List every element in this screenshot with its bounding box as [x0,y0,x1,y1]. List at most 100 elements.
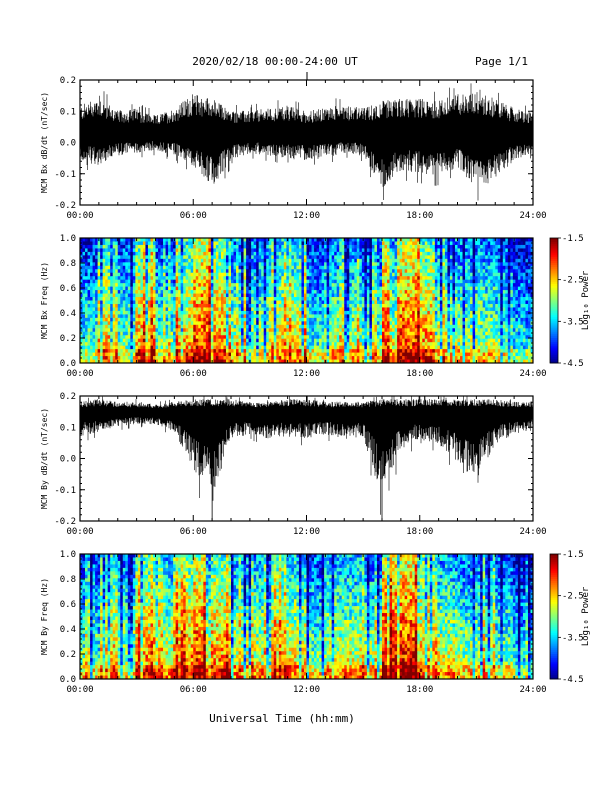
heat-cell [103,356,106,360]
heat-cell [193,269,196,273]
heat-cell [246,356,249,360]
heat-cell [98,252,101,256]
heat-cell [228,287,231,291]
heat-cell [395,283,398,287]
heat-cell [178,311,181,315]
heat-cell [385,287,388,291]
heat-cell [347,346,350,350]
heat-cell [354,262,357,266]
heat-cell [274,259,277,263]
heat-cell [412,245,415,249]
heat-cell [105,304,108,308]
heat-cell [395,262,398,266]
heat-cell [218,318,221,322]
heat-cell [342,342,345,346]
heat-cell [173,283,176,287]
heat-cell [128,353,131,357]
heat-cell [176,290,179,294]
heat-cell [244,311,247,315]
heat-cell [266,328,269,332]
heat-cell [309,346,312,350]
heat-cell [244,304,247,308]
heat-cell [337,287,340,291]
heat-cell [367,297,370,301]
heat-cell [208,339,211,343]
heat-cell [279,266,282,270]
heat-cell [213,280,216,284]
heat-cell [249,304,252,308]
heat-cell [276,328,279,332]
heat-cell [186,255,189,259]
heat-cell [163,311,166,315]
heat-cell [349,304,352,308]
heat-cell [344,280,347,284]
heat-cell [314,269,317,273]
heat-cell [407,297,410,301]
heat-cell [400,335,403,339]
heat-cell [193,280,196,284]
heat-cell [322,335,325,339]
heat-cell [364,294,367,298]
heat-cell [322,346,325,350]
heat-cell [218,245,221,249]
heat-cell [239,328,242,332]
heat-cell [395,335,398,339]
heat-cell [228,269,231,273]
heat-cell [211,353,214,357]
page-indicator: Page 1/1 [475,55,528,68]
heat-cell [201,328,204,332]
heat-cell [110,252,113,256]
heat-cell [254,241,257,245]
heat-cell [186,294,189,298]
heat-cell [385,290,388,294]
heat-cell [138,294,141,298]
heat-cell [239,262,242,266]
heat-cell [108,335,111,339]
heat-cell [100,325,103,329]
heat-cell [246,328,249,332]
heat-cell [145,325,148,329]
heat-cell [357,307,360,311]
heat-cell [216,273,219,277]
heat-cell [223,339,226,343]
heat-cell [392,301,395,305]
heat-cell [105,245,108,249]
heat-cell [344,245,347,249]
heat-cell [382,255,385,259]
heat-cell [171,332,174,336]
heat-cell [176,266,179,270]
heat-cell [362,287,365,291]
heat-cell [181,283,184,287]
heat-cell [369,248,372,252]
heat-cell [166,287,169,291]
heat-cell [304,273,307,277]
heat-cell [382,342,385,346]
heat-cell [324,266,327,270]
heat-cell [382,314,385,318]
heat-cell [145,294,148,298]
heat-cell [133,280,136,284]
heat-cell [161,339,164,343]
heat-cell [211,349,214,353]
heat-cell [259,266,262,270]
heat-cell [359,266,362,270]
heat-cell [319,294,322,298]
heat-cell [171,349,174,353]
heat-cell [362,252,365,256]
heat-cell [201,276,204,280]
heat-cell [377,241,380,245]
heat-cell [181,297,184,301]
heat-cell [264,356,267,360]
heat-cell [213,304,216,308]
heat-cell [211,287,214,291]
heat-cell [385,342,388,346]
heat-cell [95,262,98,266]
heat-cell [171,335,174,339]
heat-cell [281,314,284,318]
heat-cell [171,276,174,280]
heat-cell [367,339,370,343]
heat-cell [90,294,93,298]
heat-cell [369,290,372,294]
heat-cell [256,252,259,256]
heat-cell [405,349,408,353]
